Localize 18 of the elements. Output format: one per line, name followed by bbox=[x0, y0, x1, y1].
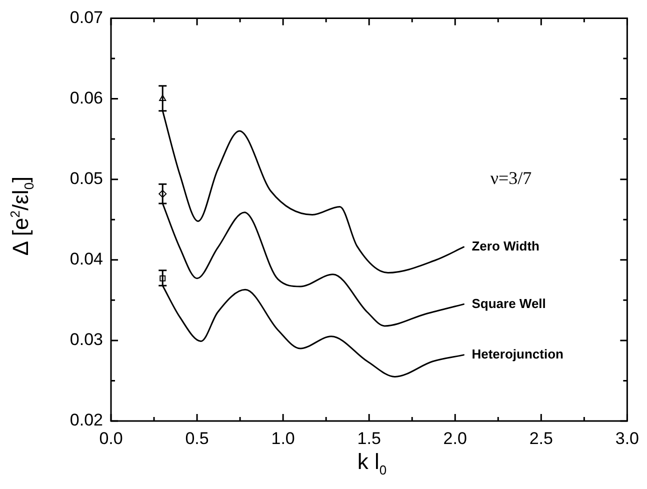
x-tick-label: 0.0 bbox=[99, 428, 123, 448]
x-axis-title: k l$_{0}$ bbox=[356, 449, 388, 478]
annotation: ν=3/7 bbox=[490, 168, 532, 188]
series-label: Zero Width bbox=[472, 238, 540, 254]
y-tick-label: 0.06 bbox=[70, 88, 103, 108]
x-tick-label: 0.5 bbox=[185, 428, 209, 448]
y-tick-label: 0.07 bbox=[70, 8, 103, 27]
x-tick-label: 3.0 bbox=[615, 428, 640, 448]
series-label: Heterojunction bbox=[472, 346, 564, 362]
y-tick-label: 0.05 bbox=[70, 169, 103, 188]
series-label: Square Well bbox=[472, 296, 546, 311]
x-tick-label: 2.5 bbox=[529, 428, 553, 448]
y-tick-label: 0.04 bbox=[70, 250, 103, 269]
x-tick-label: 1.5 bbox=[357, 428, 381, 448]
x-tick-label: 2.0 bbox=[443, 428, 467, 448]
x-tick-label: 1.0 bbox=[271, 428, 295, 448]
y-tick-label: 0.03 bbox=[70, 330, 103, 350]
y-tick-label: 0.02 bbox=[70, 410, 103, 430]
